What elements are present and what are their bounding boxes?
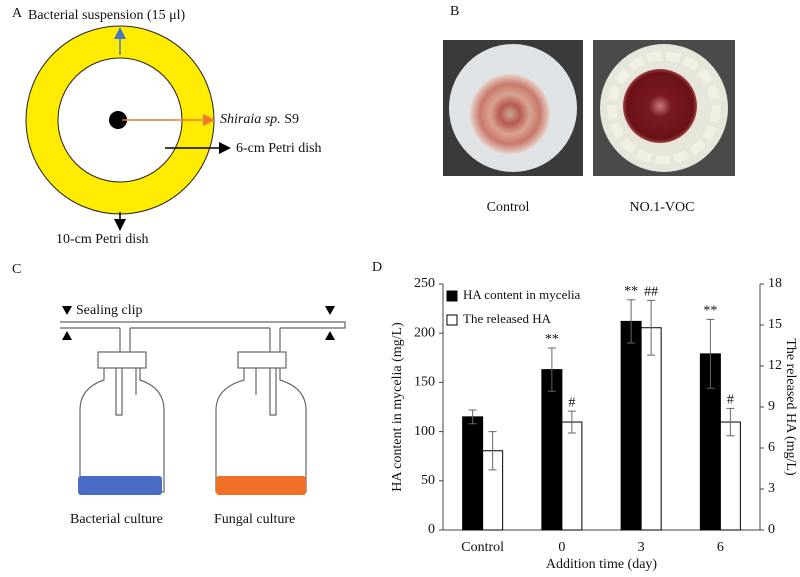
error-bar bbox=[547, 347, 556, 392]
label: Shiraia sp. S9 bbox=[220, 112, 299, 127]
x-tick-label: 3 bbox=[638, 540, 645, 555]
label: Sealing clip bbox=[76, 303, 143, 318]
annotation: # bbox=[727, 393, 734, 408]
strain: S9 bbox=[284, 112, 299, 127]
bacterial-culture bbox=[78, 476, 162, 495]
species: Shiraia sp. bbox=[220, 112, 281, 127]
bar bbox=[719, 421, 741, 531]
colony bbox=[470, 74, 550, 154]
label: Bacterial suspension (15 μl) bbox=[28, 8, 186, 23]
bar bbox=[462, 416, 484, 531]
y-tick-label: 150 bbox=[414, 375, 435, 390]
panel-label: C bbox=[12, 262, 21, 277]
y-tick-label: 100 bbox=[414, 424, 435, 439]
bar bbox=[640, 327, 662, 531]
annotation: ** bbox=[545, 332, 559, 347]
legend-label: The released HA bbox=[463, 311, 552, 326]
label: 10-cm Petri dish bbox=[56, 232, 149, 247]
panel-label: A bbox=[12, 6, 23, 21]
legend-swatch bbox=[446, 314, 458, 326]
x-axis-label: Addition time (day) bbox=[546, 557, 658, 572]
error-bar bbox=[468, 409, 477, 425]
colony bbox=[623, 69, 697, 143]
label: Bacterial culture bbox=[70, 512, 163, 527]
panel-label: B bbox=[450, 4, 459, 19]
y2-tick-label: 9 bbox=[768, 399, 775, 414]
y-tick-label: 0 bbox=[428, 522, 435, 537]
y-tick-label: 250 bbox=[414, 276, 435, 291]
error-bar bbox=[567, 410, 576, 434]
annotation: # bbox=[568, 395, 575, 410]
legend-swatch bbox=[446, 290, 458, 302]
caption: NO.1-VOC bbox=[630, 200, 695, 215]
y2-tick-label: 6 bbox=[768, 440, 775, 455]
panel-label: D bbox=[372, 260, 382, 275]
label: Fungal culture bbox=[214, 512, 295, 527]
fungus-dot bbox=[109, 111, 127, 129]
y-tick-label: 50 bbox=[421, 473, 435, 488]
bar bbox=[541, 369, 563, 531]
y-axis-label: HA content in mycelia (mg/L) bbox=[390, 322, 405, 492]
x-tick-label: Control bbox=[461, 540, 504, 555]
error-bar bbox=[488, 431, 497, 471]
y2-tick-label: 3 bbox=[768, 481, 775, 496]
annotation: ** bbox=[703, 304, 717, 319]
annotation: ** bbox=[624, 284, 638, 299]
y2-axis-label: The released HA (mg/L) bbox=[783, 338, 798, 476]
error-bar bbox=[647, 299, 656, 356]
y2-tick-label: 15 bbox=[768, 317, 782, 332]
legend-label: HA content in mycelia bbox=[463, 287, 581, 302]
x-tick-label: 6 bbox=[717, 540, 724, 555]
x-tick-label: 0 bbox=[558, 540, 565, 555]
annotation: ## bbox=[644, 285, 658, 300]
bacteria bbox=[607, 51, 721, 165]
error-bar bbox=[627, 299, 636, 344]
error-bar bbox=[726, 407, 735, 437]
y2-tick-label: 18 bbox=[768, 276, 782, 291]
y2-tick-label: 12 bbox=[768, 358, 782, 373]
fungal-culture bbox=[216, 476, 306, 495]
bar bbox=[620, 320, 642, 531]
y-tick-label: 200 bbox=[414, 325, 435, 340]
y2-tick-label: 0 bbox=[768, 522, 775, 537]
apparatus bbox=[60, 321, 346, 493]
error-bar bbox=[706, 318, 715, 389]
caption: Control bbox=[487, 200, 530, 215]
bar bbox=[561, 421, 583, 531]
label: 6-cm Petri dish bbox=[236, 141, 322, 156]
